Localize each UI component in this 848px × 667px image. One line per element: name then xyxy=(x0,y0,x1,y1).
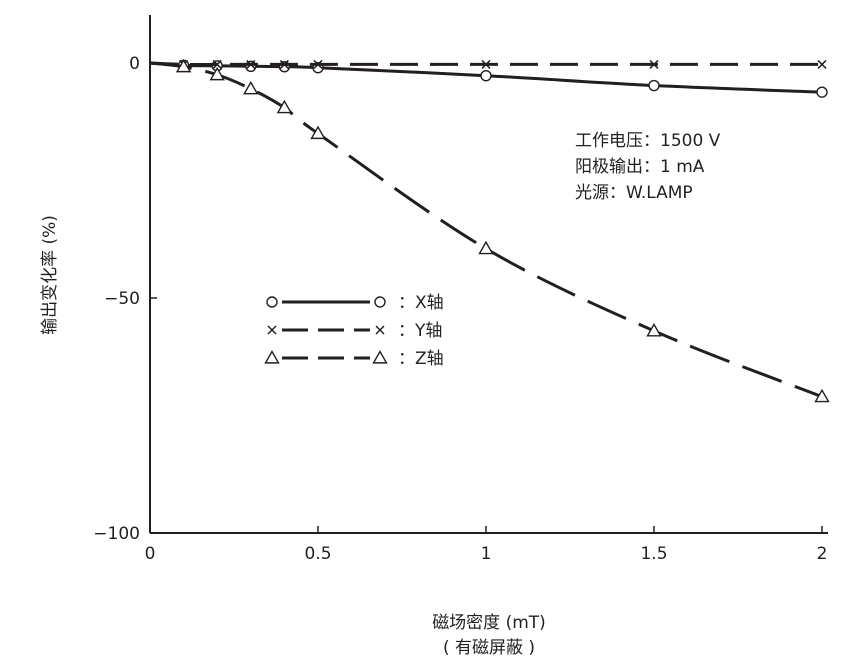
data-point xyxy=(478,240,494,255)
legend-marker-start xyxy=(264,350,280,364)
condition-notes: 工作电压：1500 V 阳极输出：1 mA 光源：W.LAMP xyxy=(575,131,721,203)
legend-label: ：Y轴 xyxy=(398,321,442,341)
x-axis-subtitle: ( 有磁屏蔽 ) xyxy=(443,638,535,658)
x-tick-label: 1.5 xyxy=(640,544,667,564)
y-axis-title: 输出变化率 (%) xyxy=(40,215,60,335)
data-point xyxy=(279,59,289,69)
axes xyxy=(149,15,828,534)
data-point xyxy=(481,59,491,69)
x-tick-label: 2 xyxy=(817,544,828,564)
data-point xyxy=(646,322,662,337)
y-tick-label: −50 xyxy=(104,289,140,309)
ticks xyxy=(149,62,823,534)
x-axis-title: 磁场密度 (mT) xyxy=(432,613,546,633)
data-point xyxy=(649,59,659,69)
x-tick-label: 0.5 xyxy=(304,544,331,564)
note-anode-output: 阳极输出：1 mA xyxy=(575,157,705,177)
legend-label: ：X轴 xyxy=(398,293,444,313)
data-point xyxy=(310,125,326,140)
legend-marker-end xyxy=(372,350,388,364)
legend-label: ：Z轴 xyxy=(398,349,444,369)
note-voltage: 工作电压：1500 V xyxy=(575,131,721,151)
legend-marker-end xyxy=(374,296,386,308)
y-tick-label: −100 xyxy=(93,524,140,544)
data-point xyxy=(480,69,492,82)
data-point xyxy=(276,99,293,114)
data-point xyxy=(245,60,257,72)
legend-marker-end xyxy=(375,325,385,335)
tick-labels: 0 0.5 1 1.5 2 0 −50 −100 xyxy=(93,54,827,564)
data-point xyxy=(817,59,827,69)
data-point xyxy=(243,80,259,95)
data-point xyxy=(814,388,830,403)
legend: ：X轴 ：Y轴 ：Z轴 xyxy=(264,293,444,369)
data-point xyxy=(212,59,222,69)
y-tick-label: 0 xyxy=(129,54,140,74)
data-point xyxy=(209,66,225,81)
legend-item: ：X轴 xyxy=(266,293,444,313)
data-point xyxy=(648,79,660,92)
data-point xyxy=(816,86,828,98)
data-point xyxy=(313,59,323,69)
series-triangle xyxy=(149,58,830,403)
data-point xyxy=(246,59,256,69)
x-tick-label: 0 xyxy=(145,544,156,564)
data-point xyxy=(175,58,192,73)
legend-marker-start xyxy=(267,325,277,335)
note-light-source: 光源：W.LAMP xyxy=(575,183,693,203)
legend-item: ：Z轴 xyxy=(264,349,444,369)
legend-marker-start xyxy=(266,296,278,308)
series-line xyxy=(149,61,823,399)
x-tick-label: 1 xyxy=(481,544,492,564)
series-layer xyxy=(149,58,830,403)
legend-item: ：Y轴 xyxy=(267,321,442,341)
